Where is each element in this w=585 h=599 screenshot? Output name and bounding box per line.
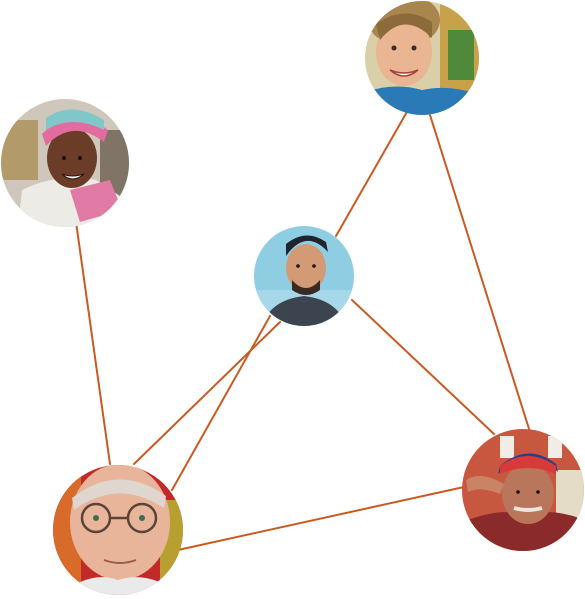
person-avatar-elderly-woman-glasses-icon [53,465,183,595]
node-woman-headwrap[interactable] [0,99,130,227]
node-elderly-man[interactable] [462,429,584,551]
edge-elderly-woman-to-elderly-man [177,486,465,551]
node-man-cap[interactable] [254,226,354,326]
person-avatar-young-man-cap-icon [254,226,354,326]
node-woman-blonde[interactable] [365,0,480,116]
edge-cap-to-elderly-man [351,299,495,435]
edges-group [75,109,531,551]
person-avatar-woman-headwrap-icon [1,99,129,227]
person-avatar-elderly-man-saluting-icon [462,429,584,551]
edge-blonde-to-elderly-man [429,114,531,433]
edge-blonde-to-cap [335,109,409,237]
node-elderly-woman[interactable] [53,464,183,595]
edge-headwrap-to-elderly-woman [75,221,111,465]
edge-cap-to-elderly-woman-1 [133,321,281,465]
edge-cap-to-elderly-woman-2 [171,315,271,491]
person-avatar-blonde-woman-icon [365,1,479,115]
